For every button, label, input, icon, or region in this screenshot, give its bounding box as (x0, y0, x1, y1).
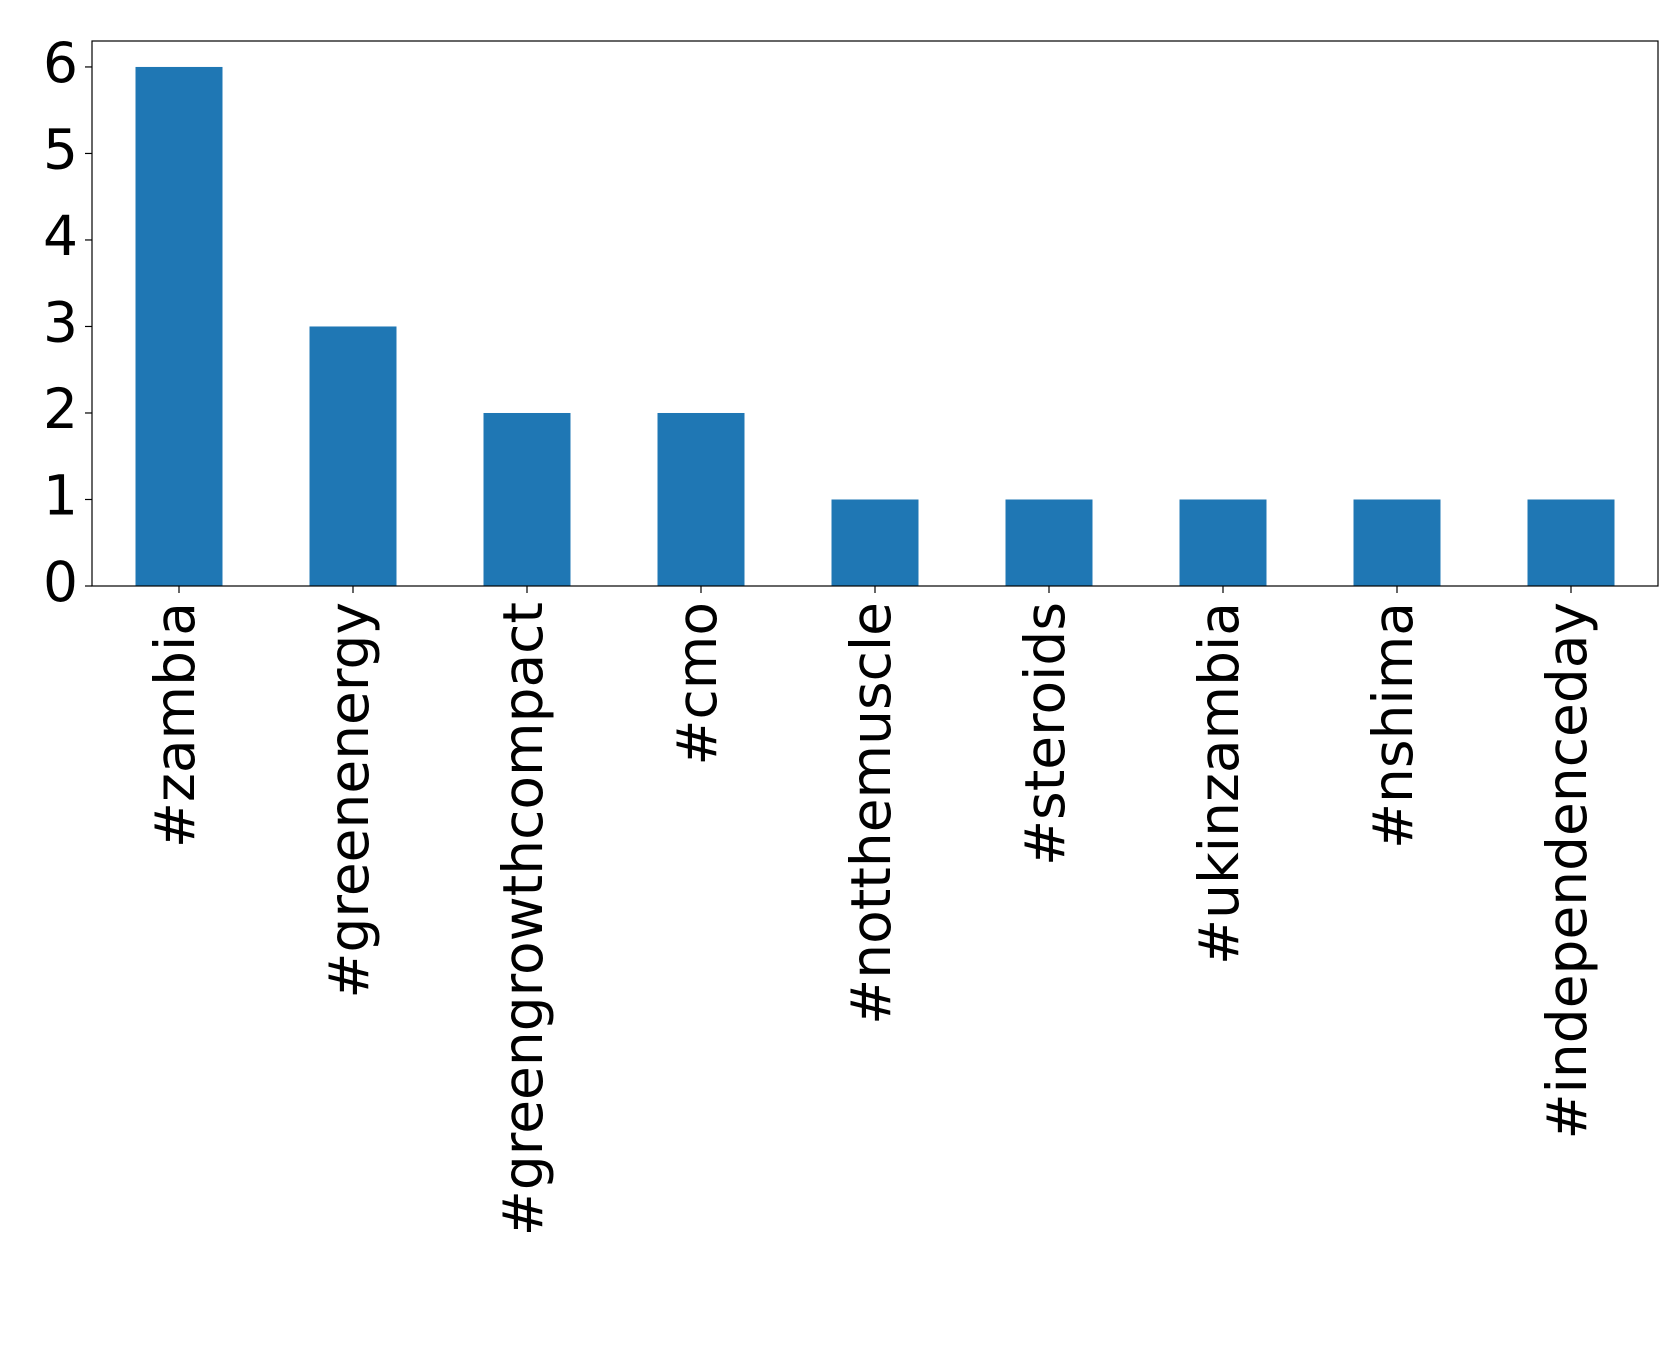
x-tick-label: #nshima (1361, 602, 1425, 849)
x-tick-label: #cmo (665, 602, 729, 766)
bar (1353, 499, 1441, 586)
y-tick-label: 2 (43, 377, 78, 441)
bar (831, 499, 919, 586)
y-tick-label: 0 (43, 550, 78, 614)
y-tick-label: 1 (43, 464, 78, 528)
x-tick-label: #ukinzambia (1187, 602, 1251, 965)
x-tick-label: #independenceday (1535, 602, 1599, 1139)
bar (135, 66, 223, 586)
y-tick-label: 4 (43, 204, 78, 268)
bar (657, 412, 745, 586)
bar (1179, 499, 1267, 586)
y-tick-label: 3 (43, 291, 78, 355)
x-tick-label: #zambia (143, 602, 207, 848)
bar (1005, 499, 1093, 586)
x-tick-label: #steroids (1013, 602, 1077, 866)
bar (1527, 499, 1615, 586)
plot-frame (91, 40, 1659, 587)
y-tick-label: 6 (43, 31, 78, 95)
x-tick-label: #notthemuscle (839, 602, 903, 1025)
bar (309, 326, 397, 586)
y-tick-label: 5 (43, 118, 78, 182)
bar (483, 412, 571, 586)
x-tick-label: #greenenergy (317, 602, 381, 999)
x-tick-label: #greengrowthcompact (491, 602, 555, 1236)
